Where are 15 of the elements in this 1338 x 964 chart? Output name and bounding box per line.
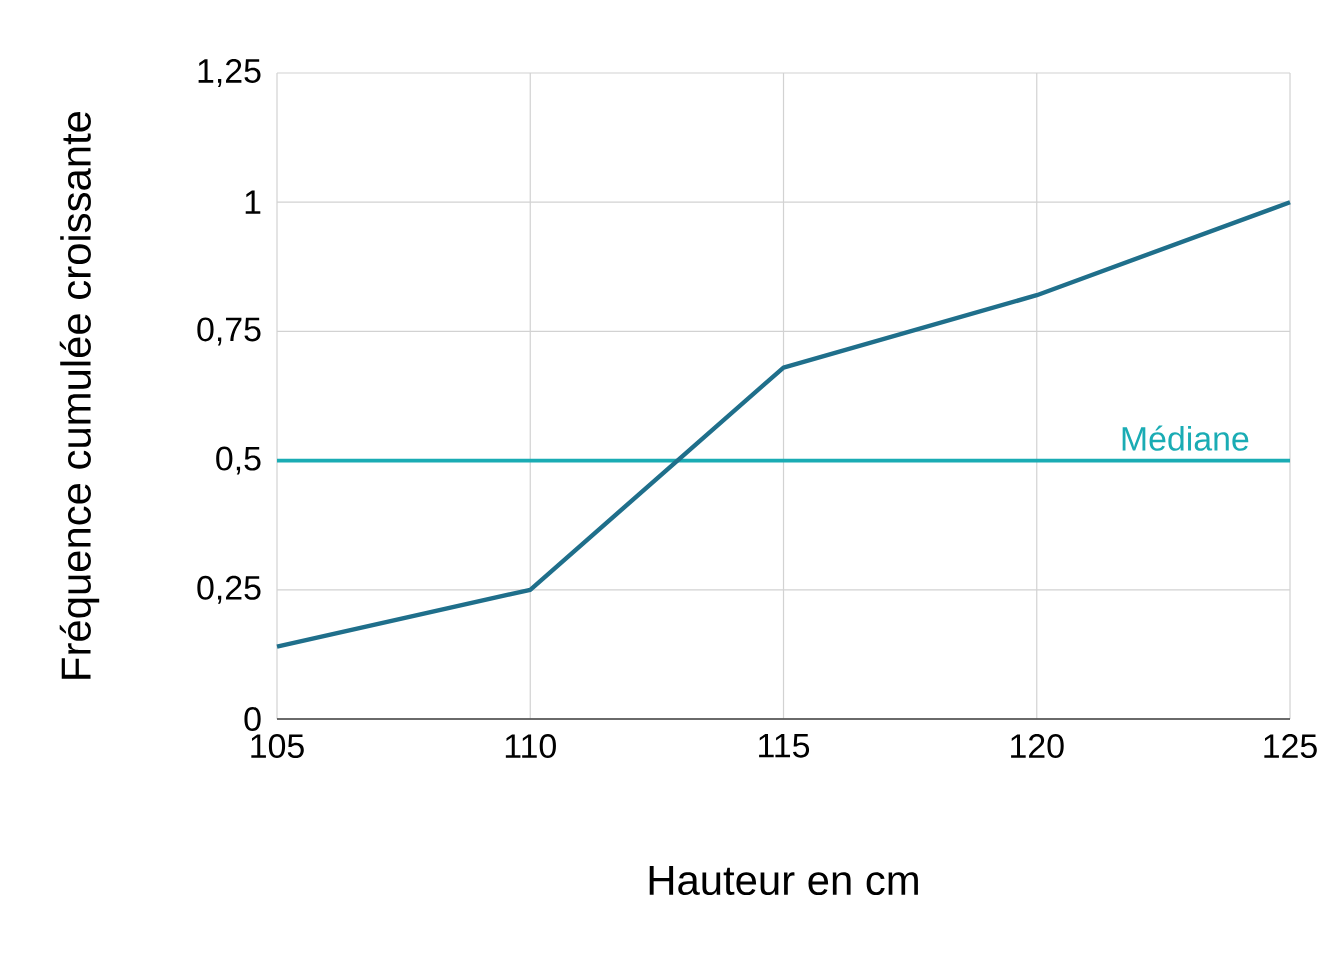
x-axis-title: Hauteur en cm bbox=[649, 865, 918, 896]
y-axis-title: Fréquence cumulée croissante bbox=[59, 111, 100, 679]
y-tick-label: 0 bbox=[244, 707, 261, 731]
x-tick-label: 125 bbox=[1264, 734, 1317, 759]
y-tick-label: 0,5 bbox=[216, 446, 261, 475]
x-tick-label: 110 bbox=[505, 734, 556, 759]
y-tick-label: 1 bbox=[245, 190, 261, 214]
x-tick-label: 120 bbox=[1011, 734, 1064, 759]
x-tick-label: 105 bbox=[251, 734, 304, 759]
x-tick-label: 115 bbox=[759, 734, 810, 758]
y-tick-label: 0,25 bbox=[197, 575, 261, 604]
ref-line-label: Médiane bbox=[1122, 425, 1249, 451]
line-series bbox=[274, 200, 1293, 649]
y-tick-label: 0,75 bbox=[197, 317, 261, 346]
y-tick-label: 1,25 bbox=[198, 58, 261, 87]
